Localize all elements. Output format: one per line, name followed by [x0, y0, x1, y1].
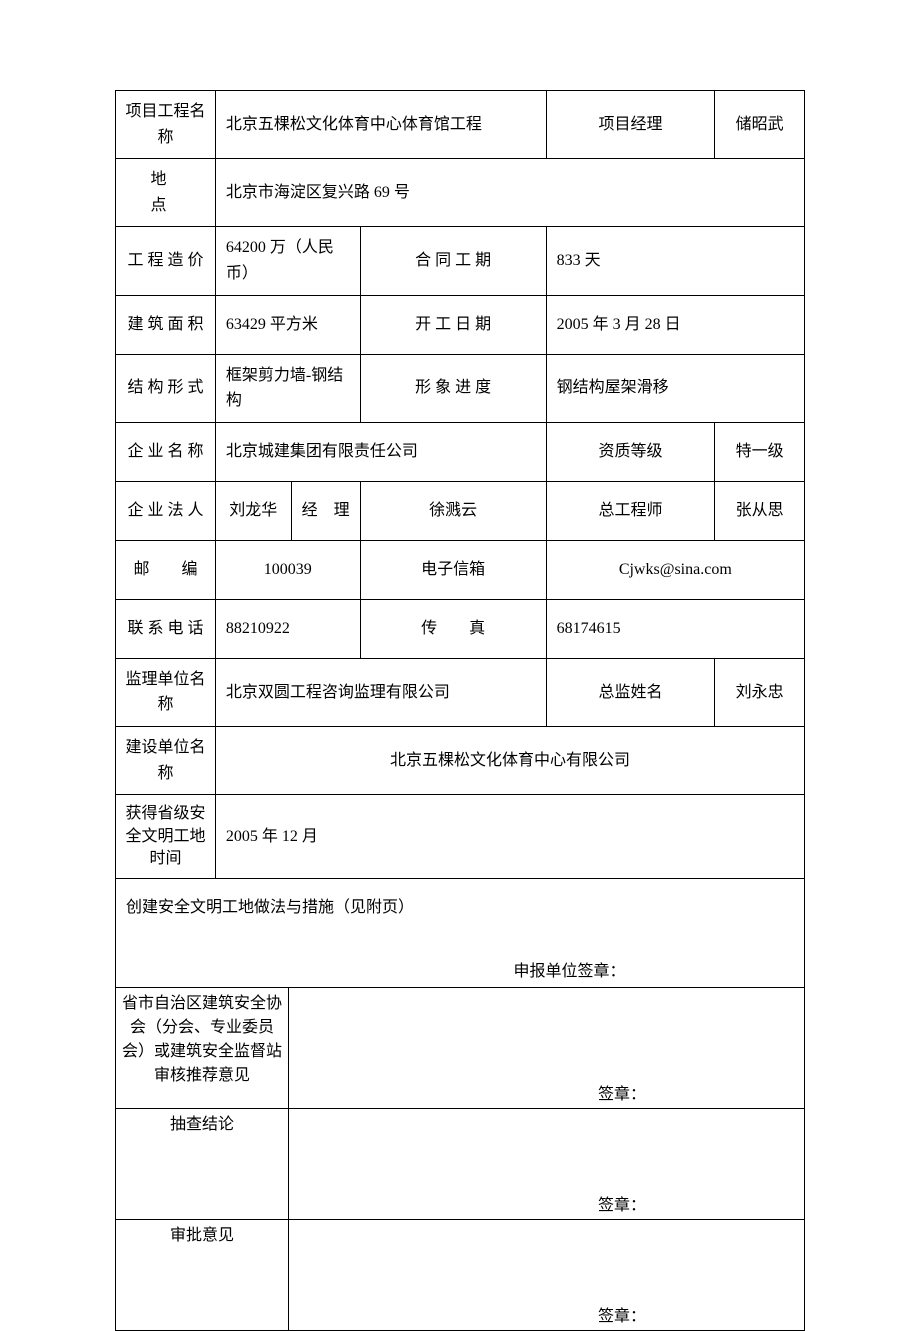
- value-structure-type: 框架剪力墙-钢结构: [215, 354, 360, 422]
- label-company-name: 企 业 名 称: [116, 422, 216, 481]
- approval-seal: 签章：: [598, 1302, 646, 1326]
- value-contract-period: 833 天: [546, 227, 804, 295]
- approval-content: 签章：: [289, 1220, 804, 1330]
- label-review-opinion: 省市自治区建筑安全协会（分会、专业委员会）或建筑安全监督站审核推荐意见: [116, 988, 289, 1108]
- label-award-time: 获得省级安全文明工地时间: [116, 795, 216, 879]
- label-project-manager: 项目经理: [546, 91, 715, 159]
- value-project-manager: 储昭武: [715, 91, 805, 159]
- declaring-unit-seal: 申报单位签章：: [126, 957, 794, 987]
- label-chief-engineer: 总工程师: [546, 481, 715, 540]
- label-contract-period: 合 同 工 期: [360, 227, 546, 295]
- value-building-area: 63429 平方米: [215, 295, 360, 354]
- value-location: 北京市海淀区复兴路 69 号: [215, 159, 804, 227]
- attachment-section: 创建安全文明工地做法与措施（见附页） 申报单位签章：: [115, 879, 805, 988]
- label-cost: 工 程 造 价: [116, 227, 216, 295]
- inspection-row: 抽查结论 签章：: [115, 1109, 805, 1220]
- label-construction-unit: 建设单位名称: [116, 726, 216, 794]
- page: 项目工程名称 北京五棵松文化体育中心体育馆工程 项目经理 储昭武 地 点 北京市…: [0, 0, 920, 1302]
- value-construction-unit: 北京五棵松文化体育中心有限公司: [215, 726, 804, 794]
- value-chief-engineer: 张从思: [715, 481, 805, 540]
- review-content: 签章：: [289, 988, 804, 1108]
- label-phone: 联 系 电 话: [116, 599, 216, 658]
- label-inspection-conclusion: 抽查结论: [116, 1109, 289, 1219]
- value-postcode: 100039: [215, 540, 360, 599]
- value-qualification-level: 特一级: [715, 422, 805, 481]
- label-structure-type: 结 构 形 式: [116, 354, 216, 422]
- label-postcode: 邮 编: [116, 540, 216, 599]
- value-cost: 64200 万（人民币）: [215, 227, 360, 295]
- label-manager: 经 理: [291, 481, 360, 540]
- value-company-name: 北京城建集团有限责任公司: [215, 422, 546, 481]
- value-award-time: 2005 年 12 月: [215, 795, 804, 879]
- value-image-progress: 钢结构屋架滑移: [546, 354, 804, 422]
- label-fax: 传 真: [360, 599, 546, 658]
- label-approval-opinion: 审批意见: [116, 1220, 289, 1330]
- value-manager: 徐溅云: [360, 481, 546, 540]
- inspection-seal: 签章：: [598, 1191, 646, 1215]
- label-start-date: 开 工 日 期: [360, 295, 546, 354]
- label-supervision-unit: 监理单位名称: [116, 658, 216, 726]
- label-location: 地 点: [116, 159, 216, 227]
- inspection-content: 签章：: [289, 1109, 804, 1219]
- attachment-label: 创建安全文明工地做法与措施（见附页）: [126, 887, 794, 957]
- review-seal: 签章：: [598, 1080, 646, 1104]
- value-start-date: 2005 年 3 月 28 日: [546, 295, 804, 354]
- value-email: Cjwks@sina.com: [546, 540, 804, 599]
- label-legal-person: 企 业 法 人: [116, 481, 216, 540]
- label-project-name: 项目工程名称: [116, 91, 216, 159]
- label-email: 电子信箱: [360, 540, 546, 599]
- value-phone: 88210922: [215, 599, 360, 658]
- approval-row: 审批意见 签章：: [115, 1220, 805, 1331]
- label-building-area: 建 筑 面 积: [116, 295, 216, 354]
- review-row: 省市自治区建筑安全协会（分会、专业委员会）或建筑安全监督站审核推荐意见 签章：: [115, 988, 805, 1109]
- label-image-progress: 形 象 进 度: [360, 354, 546, 422]
- value-legal-person: 刘龙华: [215, 481, 291, 540]
- value-project-name: 北京五棵松文化体育中心体育馆工程: [215, 91, 546, 159]
- form-table: 项目工程名称 北京五棵松文化体育中心体育馆工程 项目经理 储昭武 地 点 北京市…: [115, 90, 805, 879]
- value-fax: 68174615: [546, 599, 804, 658]
- label-supervisor-name: 总监姓名: [546, 658, 715, 726]
- label-qualification-level: 资质等级: [546, 422, 715, 481]
- value-supervisor-name: 刘永忠: [715, 658, 805, 726]
- value-supervision-unit: 北京双圆工程咨询监理有限公司: [215, 658, 546, 726]
